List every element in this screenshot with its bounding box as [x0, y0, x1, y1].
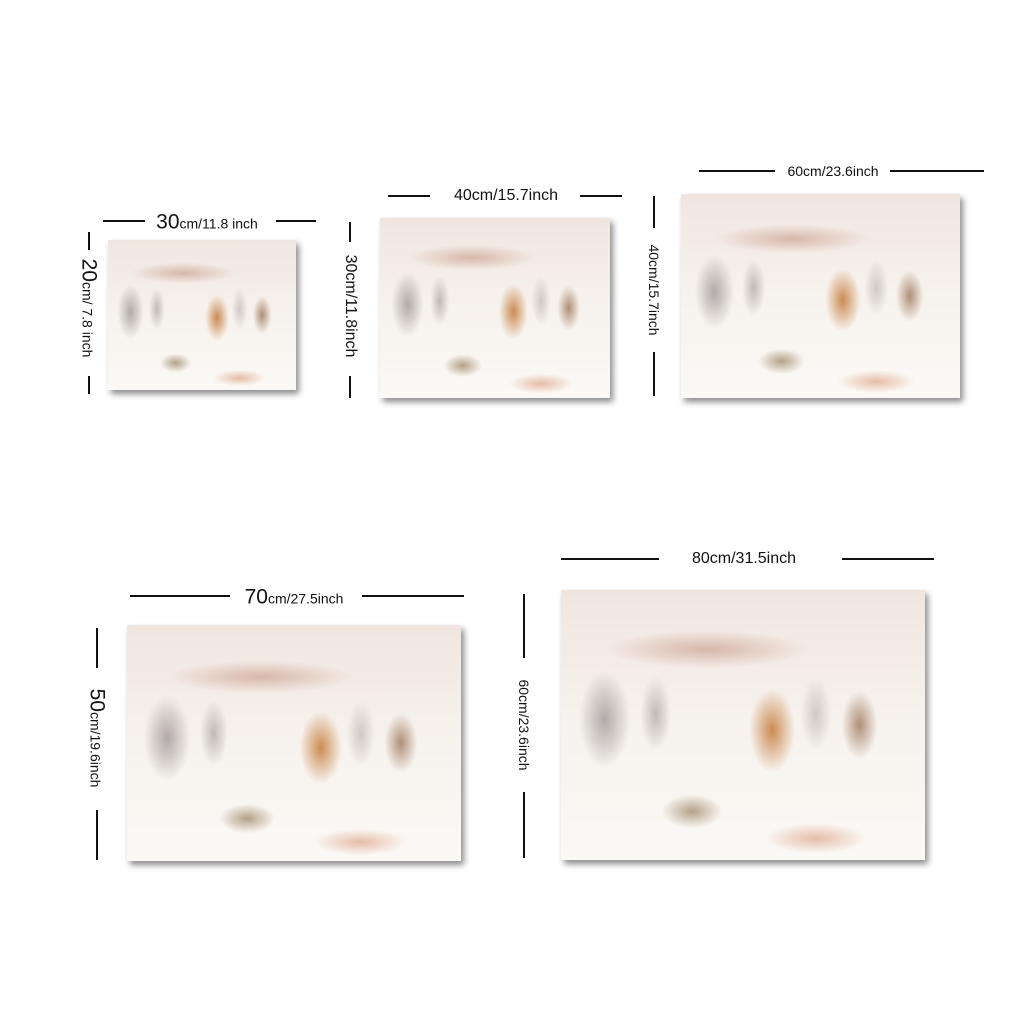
width-label-70x50: 70cm/27.5inch — [245, 587, 344, 608]
width-label-40x30: 40cm/15.7inch — [453, 187, 559, 204]
height-line-bottom — [349, 376, 351, 398]
canvas-print-80x60 — [561, 590, 925, 860]
width-line-right — [362, 595, 464, 597]
height-line-bottom — [653, 352, 655, 396]
width-line-left — [561, 558, 659, 560]
width-line-left — [388, 195, 430, 197]
height-label-80x60: 60cm/23.6inch — [516, 679, 532, 771]
width-line-left — [103, 220, 145, 222]
canvas-artwork — [108, 240, 296, 390]
canvas-print-30x20 — [108, 240, 296, 390]
width-number: 70 — [244, 585, 268, 609]
height-label-30x20: 20cm/ 7.8 inch — [77, 258, 101, 358]
canvas-print-70x50 — [127, 625, 461, 861]
height-number: 50 — [85, 688, 109, 712]
height-number: 20 — [77, 258, 101, 282]
height-line-top — [653, 196, 655, 228]
canvas-print-60x40 — [681, 194, 960, 398]
height-label-30x20: 30cm/11.8inch — [342, 254, 359, 358]
height-line-top — [523, 594, 525, 658]
width-line-right — [276, 220, 316, 222]
height-unit: cm/19.6inch — [87, 711, 104, 788]
canvas-artwork — [380, 218, 610, 398]
canvas-print-40x30 — [380, 218, 610, 398]
height-label-70x50: 50cm/19.6inch — [85, 688, 109, 788]
width-unit: cm/11.8 inch — [179, 215, 258, 232]
height-label-60x40: 40cm/15.7inch — [646, 244, 662, 336]
width-line-right — [580, 195, 622, 197]
width-line-right — [890, 170, 984, 172]
width-unit: cm/27.5inch — [267, 590, 344, 607]
height-line-top — [96, 628, 98, 668]
width-label-80x60: 80cm/31.5inch — [691, 550, 797, 567]
canvas-artwork — [681, 194, 960, 398]
width-line-right — [842, 558, 934, 560]
height-line-bottom — [96, 810, 98, 860]
width-line-left — [130, 595, 230, 597]
height-line-top — [349, 222, 351, 242]
height-unit: cm/ 7.8 inch — [79, 281, 96, 358]
height-line-bottom — [88, 376, 90, 394]
width-label-30x20: 30cm/11.8 inch — [156, 212, 258, 233]
height-line-bottom — [523, 792, 525, 858]
canvas-artwork — [127, 625, 461, 861]
width-line-left — [699, 170, 775, 172]
width-label-60x40: 60cm/23.6inch — [787, 163, 879, 179]
height-line-top — [88, 232, 90, 250]
canvas-artwork — [561, 590, 925, 860]
width-number: 30 — [156, 210, 180, 234]
